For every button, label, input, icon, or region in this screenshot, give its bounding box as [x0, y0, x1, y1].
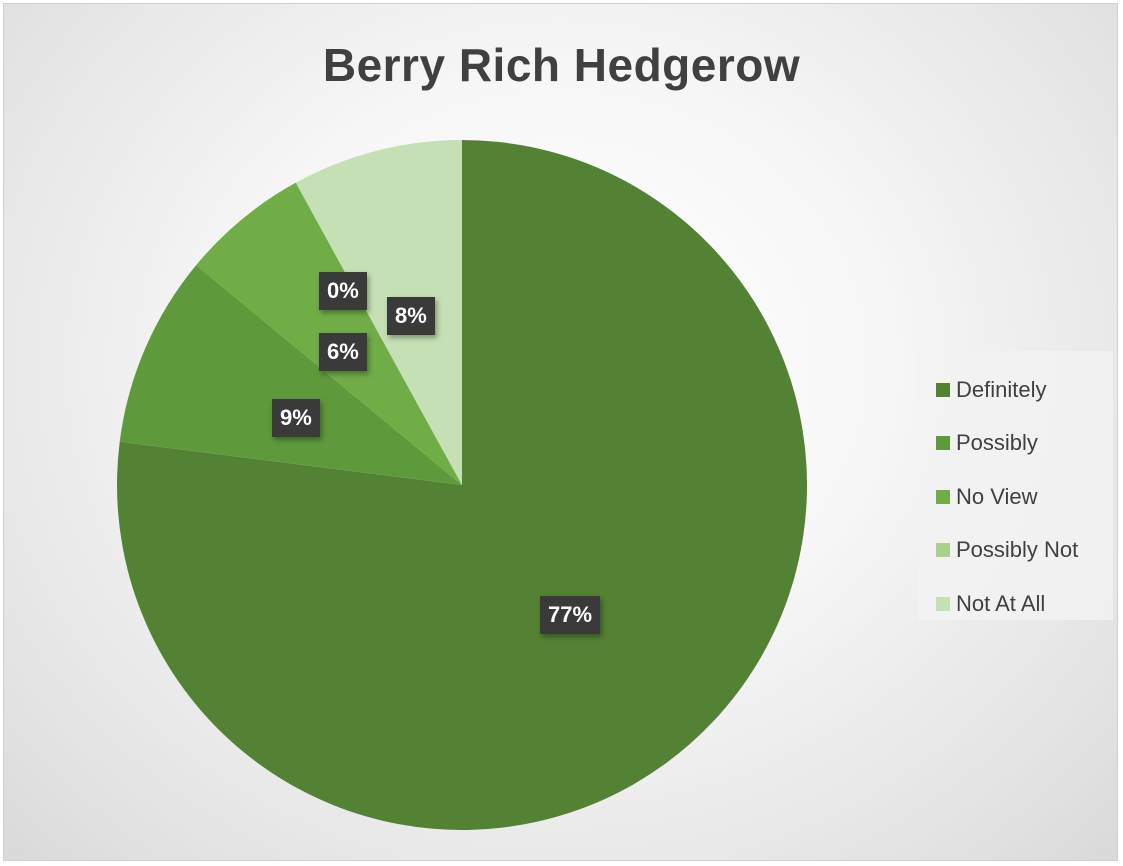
data-label-definitely: 77%	[540, 596, 601, 634]
legend-swatch	[936, 382, 950, 397]
pie-slice-not-at-all	[295, 140, 462, 485]
legend-label: Definitely	[956, 376, 1047, 402]
legend-label: Not At All	[956, 590, 1046, 616]
legend-item-definitely: Definitely	[936, 363, 1113, 417]
data-label-not-at-all: 8%	[387, 297, 435, 335]
legend-item-possibly-not: Possibly Not	[936, 524, 1113, 578]
legend-label: Possibly	[956, 430, 1038, 456]
data-label-possibly-not: 0%	[319, 272, 367, 310]
legend-item-no-view: No View	[936, 470, 1113, 524]
pie-slice-possibly	[119, 265, 462, 485]
legend-item-not-at-all: Not At All	[936, 577, 1113, 631]
legend: Definitely Possibly No View Possibly Not Not…	[918, 351, 1113, 620]
pie-slices	[117, 140, 808, 830]
legend-swatch	[936, 436, 950, 451]
legend-label: No View	[956, 483, 1038, 509]
legend-swatch	[936, 596, 950, 611]
chart-title: Berry Rich Hedgerow	[322, 39, 801, 91]
data-label-possibly: 9%	[272, 399, 320, 437]
legend-items: Definitely Possibly No View Possibly Not Not…	[936, 363, 1113, 631]
legend-swatch	[936, 489, 950, 504]
legend-label: Possibly Not	[956, 537, 1079, 563]
legend-swatch	[936, 543, 950, 558]
data-label-no-view: 6%	[319, 333, 367, 371]
legend-item-possibly: Possibly	[936, 417, 1113, 471]
